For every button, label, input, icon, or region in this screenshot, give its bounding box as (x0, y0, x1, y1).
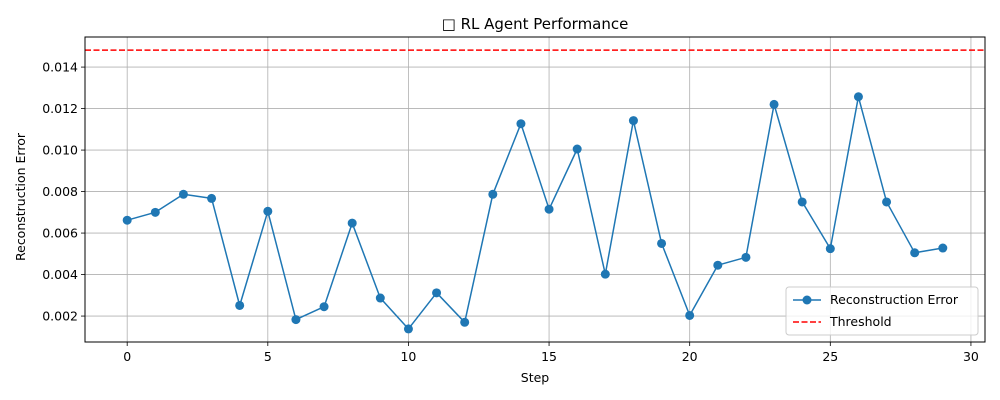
data-point (882, 197, 892, 207)
legend: Reconstruction Error Threshold (785, 286, 979, 336)
data-point (910, 248, 920, 258)
data-point (235, 300, 245, 310)
data-point (825, 244, 835, 254)
data-point (853, 92, 863, 102)
x-tick-label: 20 (682, 349, 698, 364)
data-point (207, 193, 217, 203)
legend-label-reconstruction-error: Reconstruction Error (830, 292, 959, 307)
y-tick-label: 0.014 (42, 60, 78, 75)
data-point (628, 116, 638, 126)
data-point (488, 189, 498, 199)
legend-marker-reconstruction-error (802, 295, 812, 305)
data-point (544, 204, 554, 214)
data-point (319, 302, 329, 312)
y-tick-label: 0.002 (42, 309, 78, 324)
legend-box (785, 286, 979, 336)
x-tick-label: 0 (123, 349, 131, 364)
data-point (797, 197, 807, 207)
x-tick-label: 15 (541, 349, 557, 364)
data-point (263, 206, 273, 216)
data-point (713, 260, 723, 270)
x-tick-label: 25 (822, 349, 838, 364)
data-point (572, 144, 582, 154)
y-tick-label: 0.012 (42, 101, 78, 116)
plot-frame (84, 36, 986, 343)
x-tick-label: 5 (264, 349, 272, 364)
data-point (347, 218, 357, 228)
data-point (741, 252, 751, 262)
data-point (122, 215, 132, 225)
data-point (516, 119, 526, 129)
series-line-reconstruction-error (126, 96, 943, 330)
x-tick-label: 30 (963, 349, 979, 364)
data-point (769, 99, 779, 109)
data-point (432, 288, 442, 298)
data-point (375, 293, 385, 303)
data-point (403, 324, 413, 334)
y-axis-title: Reconstruction Error (13, 132, 28, 261)
data-point (657, 238, 667, 248)
x-tick-label: 10 (400, 349, 416, 364)
x-axis-title: Step (521, 370, 550, 385)
data-point (460, 317, 470, 327)
y-tick-label: 0.006 (42, 226, 78, 241)
legend-label-threshold: Threshold (829, 314, 892, 329)
y-tick-label: 0.008 (42, 184, 78, 199)
data-point (150, 207, 160, 217)
data-point (600, 269, 610, 279)
chart-title: □ RL Agent Performance (442, 15, 629, 33)
data-point (938, 243, 948, 253)
data-point (685, 310, 695, 320)
data-point (291, 315, 301, 325)
axis-ticks: 0 5 10 15 20 25 30 0.002 0.004 0.006 0.008 0.010 0.0… (42, 60, 979, 364)
series-layer (122, 92, 948, 334)
data-point (178, 189, 188, 199)
y-tick-label: 0.004 (42, 267, 78, 282)
y-tick-label: 0.010 (42, 143, 78, 158)
grid (85, 37, 985, 342)
